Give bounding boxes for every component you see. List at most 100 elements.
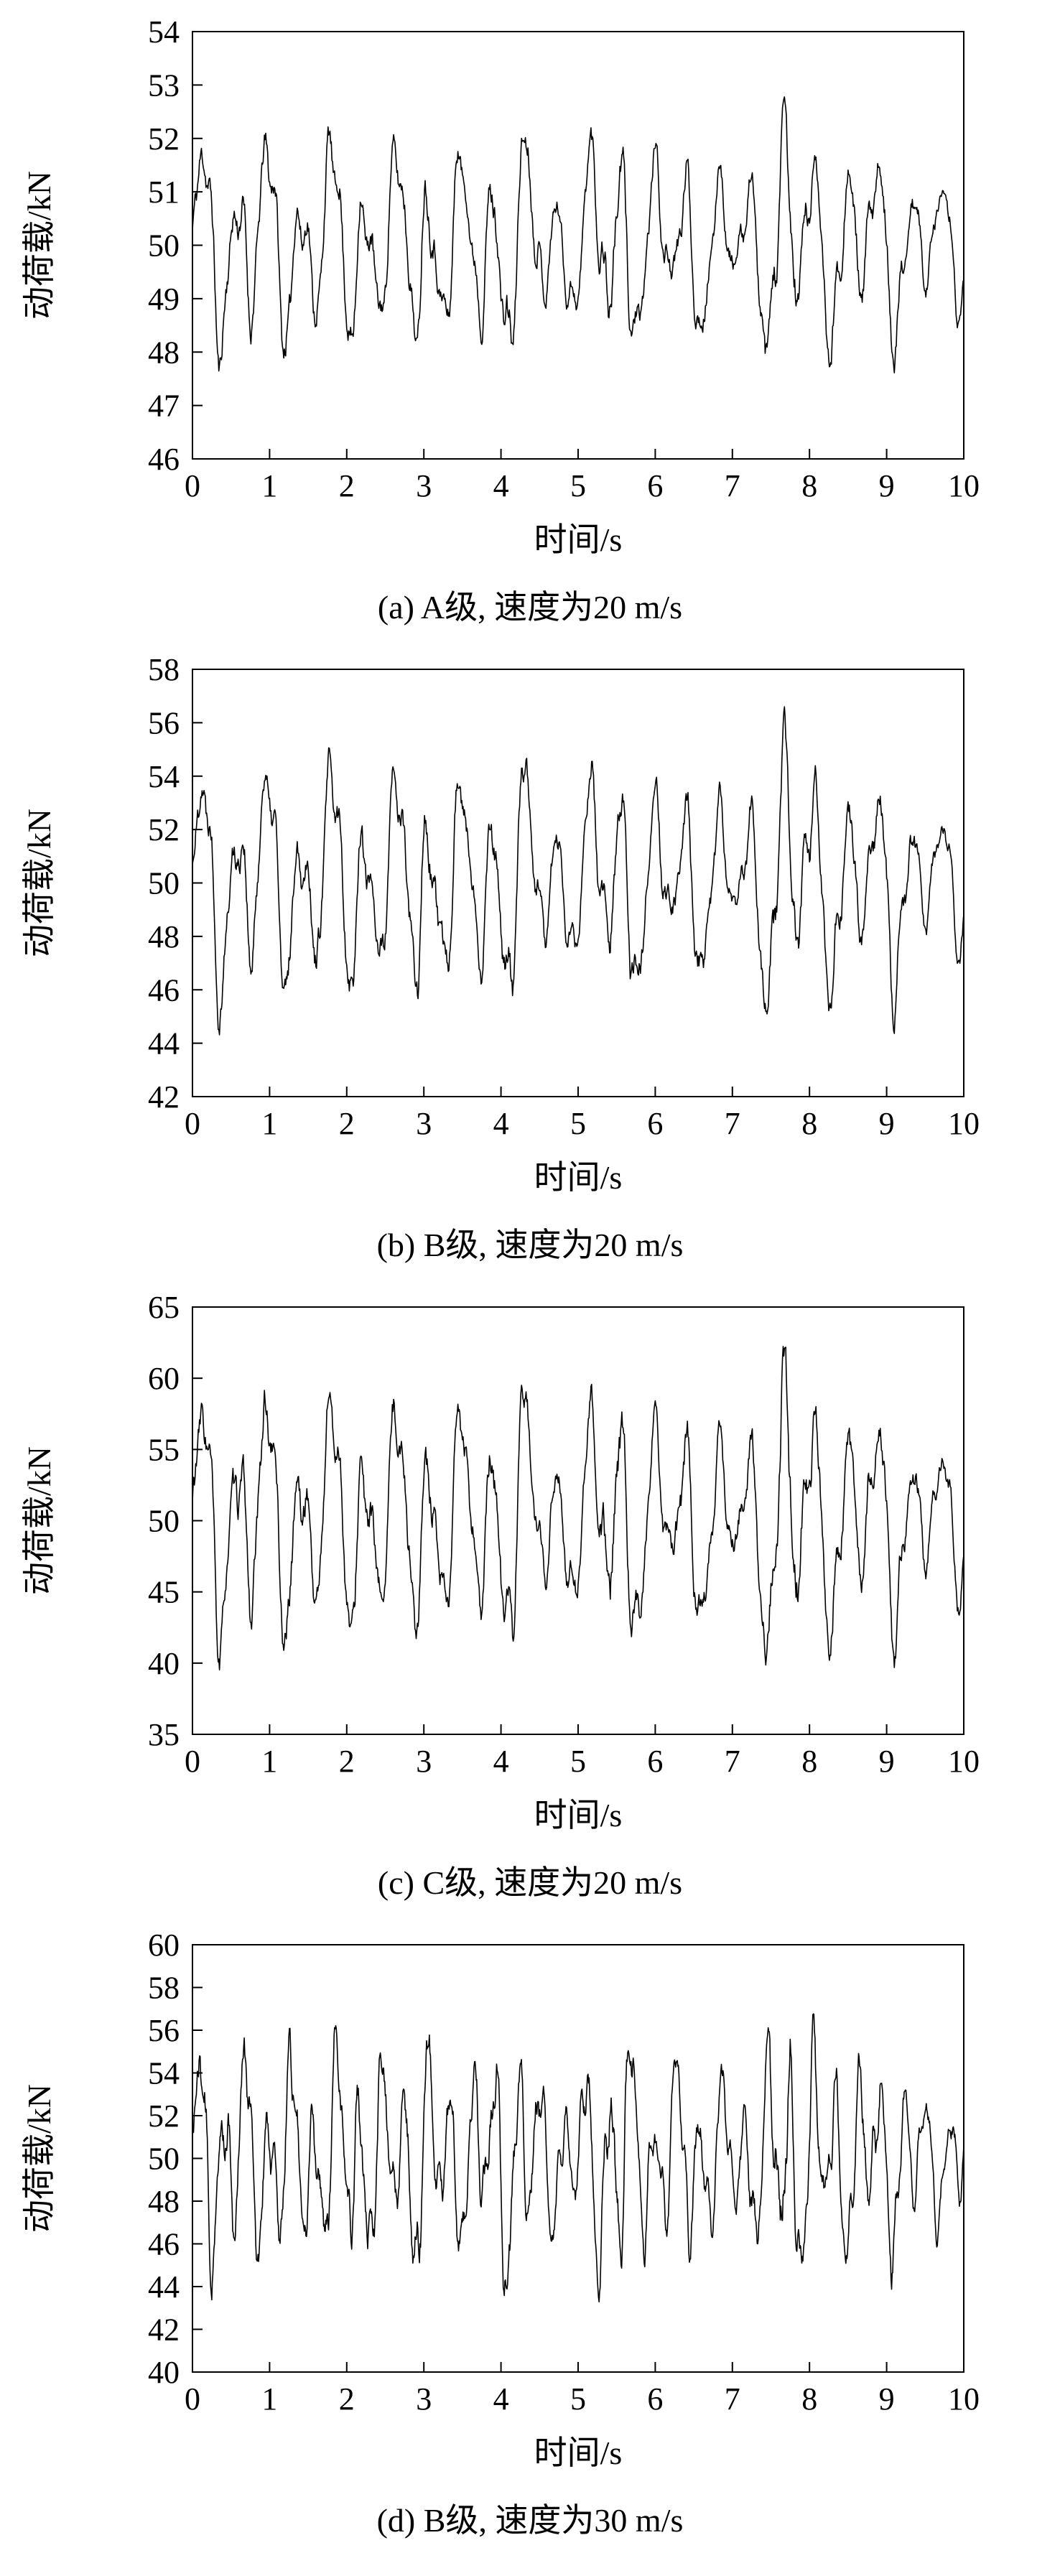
y-tick-label: 54 [148,14,180,50]
x-tick-label: 10 [948,1744,980,1779]
x-tick-label: 1 [261,1744,277,1779]
y-tick-label: 55 [148,1432,180,1467]
y-tick-label: 48 [148,335,180,370]
y-tick-label: 54 [148,2056,180,2091]
load-waveform [192,96,964,374]
x-tick-label: 5 [570,1106,586,1141]
x-tick-label: 1 [261,468,277,503]
y-tick-label: 51 [148,175,180,210]
x-tick-label: 8 [801,1106,817,1141]
x-tick-label: 8 [801,1744,817,1779]
y-tick-label: 50 [148,228,180,264]
x-tick-label: 0 [185,1744,200,1779]
subplot-a: 0 1 2 3 4 5 6 7 8 9 10 46 47 48 49 50 51 52 53 54 时间/s 动荷载/kN… [0,10,1060,629]
y-tick-label: 49 [148,282,180,317]
y-tick-label: 52 [148,121,180,157]
subplot-b-caption: (b) B级, 速度为20 m/s [376,1227,684,1263]
x-tick-label: 3 [416,468,432,503]
x-tick-label: 6 [647,1106,663,1141]
load-time-plot-a: 0 1 2 3 4 5 6 7 8 9 10 46 47 48 49 50 51 52 53 54 时间/s 动荷载/kN [21,14,980,558]
y-tick-label: 40 [148,2355,180,2390]
y-tick-label: 44 [148,2269,180,2305]
y-axis-label: 动荷载/kN [21,171,57,320]
x-axis-label: 时间/s [534,2435,623,2471]
y-tick-label: 58 [148,652,180,687]
x-tick-label: 2 [339,468,355,503]
subplot-a-caption: (a) A级, 速度为20 m/s [377,589,683,626]
x-tick-label: 4 [493,1744,509,1779]
x-tick-label: 10 [948,1106,980,1141]
x-tick-label: 6 [647,2381,663,2417]
plot-box [192,1306,964,1735]
x-tick-label: 5 [570,468,586,503]
y-tick-label: 54 [148,759,180,794]
x-tick-label: 10 [948,2381,980,2417]
y-tick-label: 42 [148,2312,180,2348]
y-tick-label: 44 [148,1026,180,1061]
x-tick-label: 9 [879,1744,895,1779]
y-tick-label: 53 [148,68,180,103]
subplot-d-caption: (d) B级, 速度为30 m/s [376,2502,684,2539]
y-tick-label: 42 [148,1079,180,1115]
x-axis-label: 时间/s [534,1159,623,1196]
x-axis-label: 时间/s [534,1797,623,1833]
x-tick-label: 6 [647,1744,663,1779]
x-tick-label: 6 [647,468,663,503]
x-tick-label: 8 [801,2381,817,2417]
y-axis-label: 动荷载/kN [21,809,57,957]
x-tick-label: 7 [725,2381,740,2417]
subplot-d: 0 1 2 3 4 5 6 7 8 9 10 40 42 44 46 48 50 52 54 56 58 60 时间/s 动荷… [0,1923,1060,2542]
x-tick-label: 7 [725,1744,740,1779]
y-tick-label: 50 [148,866,180,901]
x-tick-label: 4 [493,1106,509,1141]
x-tick-label: 4 [493,2381,509,2417]
y-tick-label: 46 [148,442,180,477]
x-tick-label: 0 [185,468,200,503]
x-tick-label: 5 [570,1744,586,1779]
load-time-plot-d: 0 1 2 3 4 5 6 7 8 9 104042444648505254565860时间/s动荷… [21,1928,980,2471]
y-tick-label: 40 [148,1646,180,1681]
x-tick-label: 8 [801,468,817,503]
plot-box [192,669,964,1097]
y-tick-label: 65 [148,1290,180,1325]
y-tick-label: 46 [148,2227,180,2262]
subplot-c-caption: (c) C级, 速度为20 m/s [377,1864,683,1901]
y-tick-label: 56 [148,2013,180,2048]
x-tick-label: 9 [879,2381,895,2417]
x-tick-label: 5 [570,2381,586,2417]
y-axis-label: 动荷载/kN [21,1446,57,1595]
x-tick-label: 10 [948,468,980,503]
x-tick-label: 0 [185,2381,200,2417]
x-tick-label: 2 [339,2381,355,2417]
x-tick-label: 7 [725,1106,740,1141]
y-tick-label: 52 [148,2098,180,2134]
y-tick-label: 60 [148,1361,180,1396]
subplot-c: 0 1 2 3 4 5 6 7 8 9 10 35 40 45 50 55 60 65 时间/s 动荷载/kN (c)… [0,1285,1060,1905]
y-tick-label: 50 [148,1504,180,1539]
x-tick-label: 4 [493,468,509,503]
x-tick-label: 2 [339,1744,355,1779]
y-tick-label: 48 [148,2184,180,2219]
x-tick-label: 0 [185,1106,200,1141]
y-tick-label: 45 [148,1575,180,1610]
y-tick-label: 35 [148,1717,180,1752]
y-tick-label: 47 [148,389,180,424]
x-axis-label: 时间/s [534,521,623,558]
subplot-b: 0 1 2 3 4 5 6 7 8 9 10 42 44 46 48 50 52 54 56 58 时间/s 动荷载/kN… [0,648,1060,1267]
y-tick-label: 60 [148,1928,180,1963]
x-tick-label: 9 [879,1106,895,1141]
x-tick-label: 3 [416,1106,432,1141]
load-waveform [192,2013,964,2303]
load-waveform [192,1346,964,1671]
x-tick-label: 2 [339,1106,355,1141]
x-tick-label: 1 [261,2381,277,2417]
y-tick-label: 52 [148,812,180,847]
x-tick-label: 1 [261,1106,277,1141]
y-tick-label: 58 [148,1971,180,2006]
y-axis-label: 动荷载/kN [21,2084,57,2233]
plot-box [192,31,964,460]
x-tick-label: 3 [416,2381,432,2417]
